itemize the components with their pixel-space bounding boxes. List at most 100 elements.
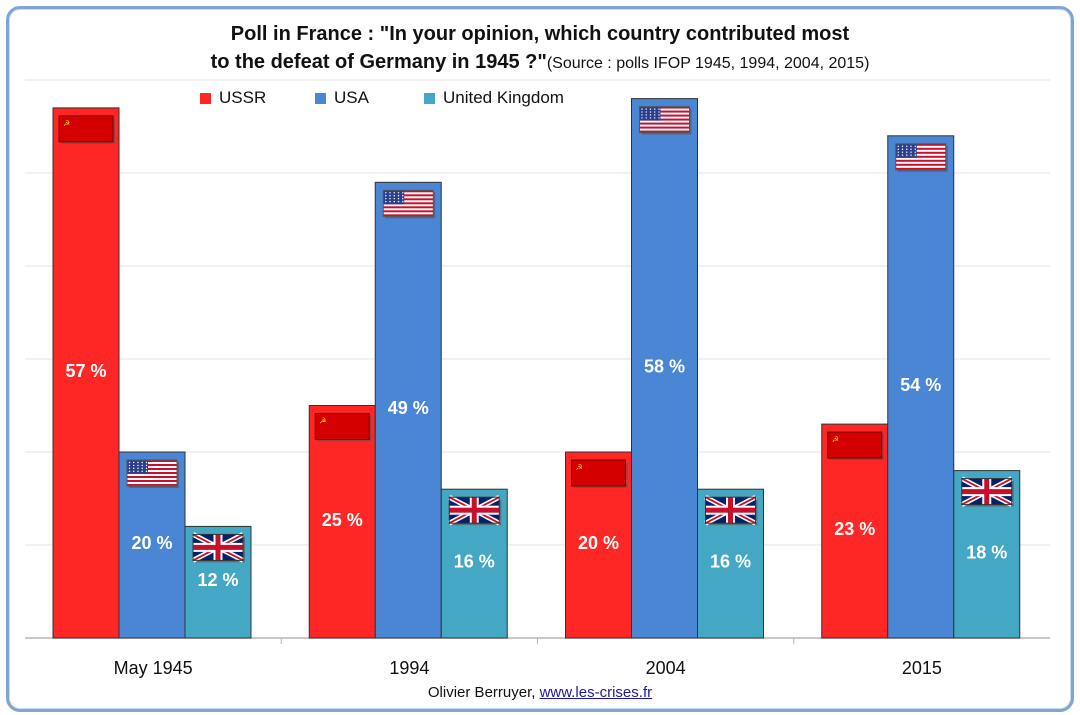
flag-star [641,114,643,116]
flag-star [393,197,395,200]
flag-border [705,496,756,524]
flag-star [658,111,660,113]
data-label: 25 % [322,510,363,530]
legend-item-ussr: USSR [200,88,266,108]
flag-star [128,464,131,467]
data-label: 12 % [197,570,238,590]
uk-flag-icon [960,476,1014,507]
flag-star [649,108,652,110]
data-label: 20 % [131,533,172,553]
flag-border [126,459,178,487]
footer-link[interactable]: www.les-crises.fr [539,684,653,701]
flag-star [402,195,404,197]
flag-stripe [127,472,177,475]
flag-emblem: ☭ [832,435,839,444]
flag-emblem: ☭ [319,417,326,426]
flag-star [389,192,391,194]
data-label: 18 % [966,542,1007,562]
x-tick-label: 2015 [902,658,942,678]
flag-border [192,533,244,561]
flag-star [397,195,400,197]
flag-stripe [639,126,690,129]
flag-star [641,111,643,113]
flag-star [901,148,904,150]
flag-star [914,148,916,150]
bar-usa [374,181,442,639]
uk-flag-icon [704,494,758,526]
flag-canton [383,190,405,205]
flag-star [649,117,652,119]
bar-usa [631,98,698,639]
flag-star [133,464,135,467]
flag-stripe [639,120,690,123]
flag-stripe [383,202,434,205]
flag-star [137,470,139,473]
flag-canton [895,143,917,158]
flag-canton [127,460,148,474]
flag-star [141,470,143,473]
flag-star [901,154,904,156]
flag-star [141,461,143,464]
flag-star [402,200,404,203]
flag-star [910,151,912,153]
flag-emblem: ☭ [576,463,583,472]
flag-stripe [127,480,177,483]
flag-star [397,197,400,200]
title-line-1: Poll in France : "In your opinion, which… [230,23,850,45]
flag-stripe [639,130,690,133]
flag-star [654,117,656,119]
flag-star [393,192,395,194]
flag-star [385,195,387,197]
flag-cross-red [961,489,1012,495]
legend-item-uk: United Kingdom [424,88,564,108]
flag-stripe [895,159,946,162]
us-flag-icon [126,459,179,488]
us-flag-icon [639,106,692,135]
legend-label-usa: USA [334,88,369,107]
uk-flag-icon [448,494,502,526]
flag-star [128,470,131,473]
flag-stripe [383,196,434,199]
footer-author: Olivier Berruyer, [427,684,540,701]
flag-star [385,200,387,203]
flag-stripe [383,214,434,217]
data-label: 23 % [834,519,875,539]
flag-star [906,148,908,150]
x-tick-label: May 1945 [114,658,193,678]
legend: USSR USA United Kingdom [0,88,1080,112]
flag-star [145,461,148,464]
flag-star [906,151,908,153]
flag-stripe [127,462,177,465]
flag-star [389,200,391,203]
flag-stripe [639,106,690,109]
flag-stripe [383,212,434,215]
flag-stripe [383,194,434,197]
flag-border [448,496,500,524]
flag-stripe [639,108,690,111]
flag-stripe [127,476,177,479]
flag-stripe [383,204,434,207]
title-line-2-text: to the defeat of Germany in 1945 ?" [210,51,547,73]
flag-star [137,461,139,464]
flag-stripe [383,198,434,201]
flag-cross-red [193,544,243,550]
flag-star [914,154,916,156]
flag-stripe [639,122,690,125]
flag-star [910,145,912,147]
flag-star [658,117,660,119]
flag-stripe [127,474,177,477]
flag-star [641,117,643,119]
flag-stripe [127,468,177,471]
flag-field [827,431,883,459]
flag-star [397,200,400,203]
legend-swatch-uk [424,92,435,104]
flag-stripe [639,110,690,113]
flag-stripe [895,147,946,150]
flag-stripe [639,118,690,121]
flag-stripe [383,208,434,211]
flag-star [897,151,899,153]
flag-star [914,151,916,153]
flag-star [906,154,908,156]
flag-field [314,413,370,440]
flag-border [639,106,690,134]
